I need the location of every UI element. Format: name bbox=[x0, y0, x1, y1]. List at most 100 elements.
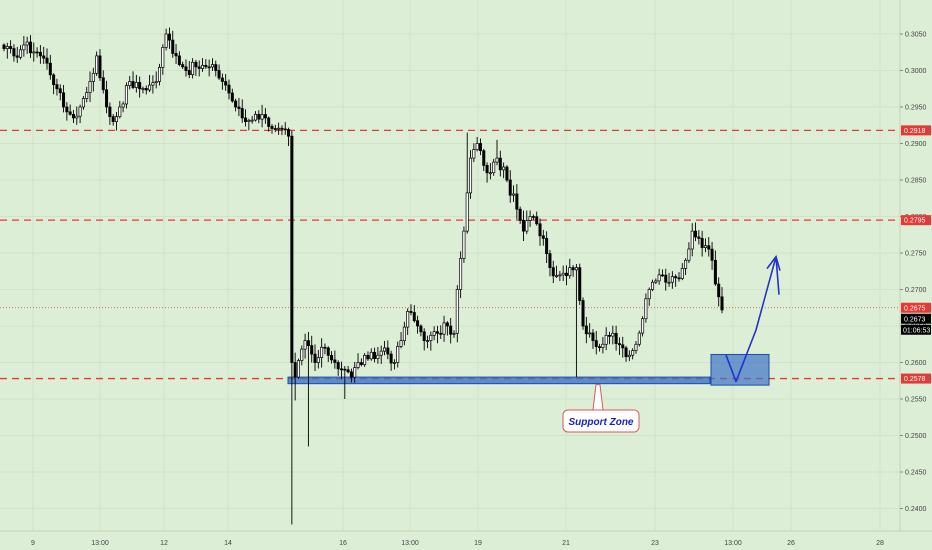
candle bbox=[15, 46, 19, 63]
candle-body-up bbox=[459, 258, 463, 290]
candle-body-up bbox=[95, 55, 99, 74]
candle-body-up bbox=[406, 311, 410, 328]
candle-body-up bbox=[379, 350, 383, 356]
candle-body-down bbox=[323, 346, 327, 349]
candle bbox=[624, 345, 628, 362]
candle-body-up bbox=[574, 267, 578, 271]
candle bbox=[389, 350, 393, 371]
price-axis-background bbox=[900, 0, 932, 550]
candle bbox=[42, 46, 46, 64]
candle bbox=[521, 210, 525, 242]
candle bbox=[538, 218, 542, 246]
candle-body-up bbox=[210, 64, 214, 68]
candle bbox=[267, 116, 271, 132]
candle-body-up bbox=[455, 289, 459, 334]
candle-body-down bbox=[416, 320, 420, 327]
candle bbox=[263, 108, 267, 124]
time-tick-label: 19 bbox=[474, 540, 482, 547]
candle-body-up bbox=[568, 267, 572, 277]
candle-body-down bbox=[217, 70, 221, 79]
candle-body-down bbox=[58, 88, 62, 94]
candle-body-down bbox=[412, 312, 416, 322]
candle-body-down bbox=[422, 331, 426, 342]
candle-body-up bbox=[667, 281, 671, 284]
candle-body-down bbox=[55, 84, 59, 90]
candle-body-down bbox=[624, 347, 628, 358]
candle-body-up bbox=[121, 103, 125, 108]
candle-body-down bbox=[105, 89, 109, 108]
candle bbox=[535, 211, 539, 226]
candle-body-down bbox=[52, 74, 56, 86]
candle-body-up bbox=[396, 346, 400, 363]
candle bbox=[224, 74, 228, 91]
candle bbox=[270, 124, 274, 134]
candle-body-up bbox=[512, 193, 516, 196]
support-zone-rect[interactable] bbox=[287, 376, 711, 385]
candle-body-up bbox=[465, 192, 469, 232]
candle bbox=[508, 170, 512, 203]
time-tick-label: 13:00 bbox=[91, 540, 109, 547]
candle-body-down bbox=[548, 253, 552, 268]
candle bbox=[88, 71, 92, 102]
candle bbox=[363, 353, 367, 367]
candle bbox=[677, 272, 681, 282]
time-tick-label: 12 bbox=[160, 540, 168, 547]
level-price-tag bbox=[901, 125, 931, 136]
countdown-label: 01:06:53 bbox=[903, 327, 930, 334]
candle-body-down bbox=[197, 66, 201, 69]
candle bbox=[45, 48, 49, 70]
candle bbox=[373, 347, 377, 363]
candle bbox=[488, 163, 492, 180]
candle bbox=[462, 226, 466, 263]
price-tick-label: 0.2950 bbox=[905, 105, 927, 112]
candle-body-down bbox=[710, 248, 714, 261]
candle bbox=[449, 317, 453, 344]
price-axis[interactable]: 0.30500.30000.29500.29000.28500.28000.27… bbox=[899, 0, 932, 550]
candle bbox=[548, 249, 552, 277]
candle-body-down bbox=[45, 57, 49, 64]
time-axis[interactable]: 9 13:00 12 14 16 13:00 19 21 23 13:00 26 28 bbox=[0, 530, 932, 547]
candle-body-down bbox=[339, 368, 344, 371]
candle bbox=[144, 85, 148, 95]
candle bbox=[349, 368, 353, 383]
candle-body-up bbox=[161, 47, 165, 68]
candle bbox=[52, 73, 56, 95]
candle bbox=[502, 162, 506, 179]
candle-body-up bbox=[555, 275, 559, 277]
callout-box bbox=[562, 409, 640, 433]
candle-body-down bbox=[224, 81, 228, 86]
candle-body-up bbox=[78, 106, 82, 117]
candle-body-down bbox=[677, 277, 681, 280]
time-tick-label: 9 bbox=[31, 540, 35, 547]
annotations: Support Zone bbox=[562, 254, 781, 433]
candle-body-down bbox=[531, 216, 535, 218]
candle bbox=[58, 84, 62, 101]
candle bbox=[495, 139, 499, 166]
candle-body-down bbox=[283, 128, 287, 131]
candle-body-down bbox=[535, 216, 539, 225]
support-zone-callout[interactable]: Support Zone bbox=[562, 409, 640, 433]
candle bbox=[277, 122, 281, 135]
candle-body-up bbox=[316, 357, 320, 363]
candle-body-down bbox=[35, 51, 39, 54]
candle-body-up bbox=[19, 49, 23, 58]
support-zone-box[interactable] bbox=[287, 353, 770, 386]
candle-body-down bbox=[174, 53, 178, 57]
candle bbox=[528, 210, 532, 227]
candle-body-up bbox=[134, 82, 138, 88]
candle bbox=[667, 272, 671, 287]
time-tick-label: 16 bbox=[339, 540, 347, 547]
candle-body-up bbox=[88, 81, 92, 93]
candle bbox=[111, 114, 115, 126]
candle-body-down bbox=[607, 334, 612, 337]
candle-body-up bbox=[392, 362, 396, 364]
candle bbox=[105, 80, 109, 114]
candle-body-down bbox=[138, 82, 142, 90]
candle-body-down bbox=[694, 230, 698, 238]
candle-body-up bbox=[452, 332, 456, 335]
candle bbox=[416, 315, 420, 334]
candle bbox=[432, 326, 436, 341]
time-tick-label: 26 bbox=[787, 540, 795, 547]
candle bbox=[35, 47, 39, 58]
